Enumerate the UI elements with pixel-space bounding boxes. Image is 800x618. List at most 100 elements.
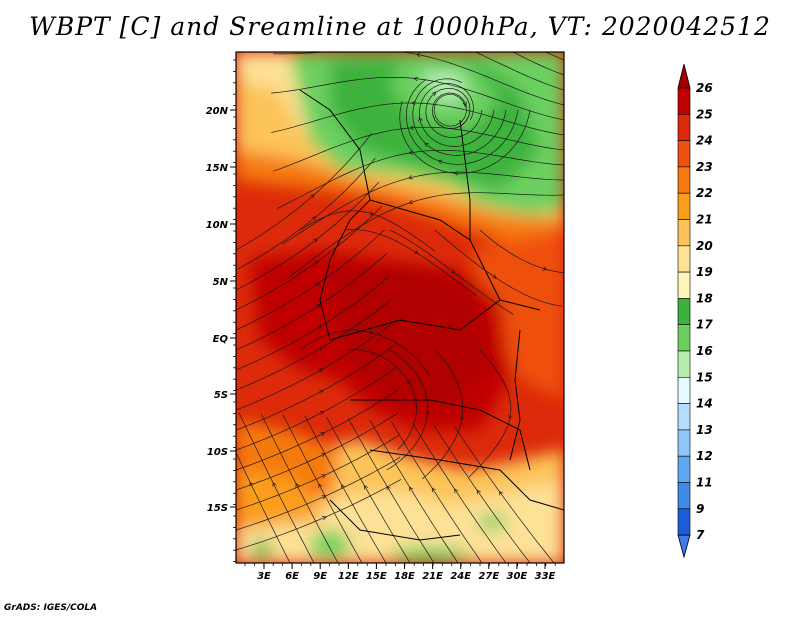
streamline-arrow [363, 484, 368, 490]
streamline [454, 427, 555, 563]
streamline-arrow [413, 76, 418, 81]
streamline-arrow [424, 142, 429, 147]
colorbar-swatch [677, 87, 691, 115]
streamline-arrow [318, 368, 324, 373]
streamline-arrow [317, 325, 322, 330]
lat-tick-label: 5S [214, 390, 228, 401]
lon-tick-label: 6E [285, 571, 299, 582]
streamline [236, 456, 401, 531]
streamline-arrow [459, 416, 465, 421]
streamline-arrow [369, 211, 375, 216]
streamline [344, 229, 477, 296]
colorbar-swatch [677, 455, 691, 483]
colorbar-swatch [677, 245, 691, 273]
colorbar-label: 21 [696, 213, 713, 227]
streamline [287, 192, 564, 279]
credit-label: GrADS: IGES/COLA [4, 603, 98, 613]
streamline-arrow [415, 52, 421, 58]
lat-tick-label: 5N [213, 277, 229, 288]
streamline [391, 421, 483, 563]
streamline [399, 101, 531, 174]
streamline [276, 149, 564, 209]
colorbar-label: 16 [696, 344, 713, 358]
colorbar-swatch [677, 192, 691, 220]
streamline-arrow [319, 389, 324, 394]
streamline-arrow [431, 487, 436, 493]
country-borders [299, 89, 564, 541]
streamline-arrow [431, 91, 437, 97]
streamline-arrow [462, 101, 467, 107]
streamline [271, 76, 564, 121]
lat-tick-label: 15N [206, 163, 229, 174]
streamline [389, 229, 514, 315]
colorbar-swatch [677, 429, 691, 457]
streamline-arrow [476, 489, 481, 495]
colorbar-label: 11 [696, 476, 713, 490]
streamline [412, 423, 507, 563]
lon-tick-label: 3E [257, 571, 271, 582]
streamline [405, 79, 519, 165]
colorbar-swatch [677, 271, 691, 299]
streamline [418, 83, 495, 147]
lon-tick-label: 30E [507, 571, 528, 582]
colorbar-swatch [677, 298, 691, 325]
colorbar-label: 9 [696, 502, 704, 516]
streamline-arrow [320, 432, 326, 437]
streamline-arrow [311, 216, 317, 221]
colorbar-swatch [677, 350, 691, 378]
colorbar-label: 12 [696, 449, 713, 463]
streamline [434, 229, 563, 307]
streamline-arrow [492, 274, 498, 279]
colorbar-swatch [677, 324, 691, 352]
streamlines [236, 7, 564, 563]
streamline [479, 229, 564, 274]
streamline-arrow [453, 170, 459, 176]
streamline-arrow [413, 249, 419, 254]
streamline [468, 349, 512, 478]
colorbar-label: 18 [696, 291, 713, 305]
streamline-arrow [272, 482, 277, 487]
streamline-arrow [317, 347, 323, 352]
colorbar-swatch [677, 376, 691, 404]
streamline-arrow [420, 30, 424, 34]
streamline [260, 413, 339, 563]
streamline-arrow [423, 7, 427, 11]
streamline-arrow [508, 414, 513, 420]
streamline-arrow [321, 516, 327, 521]
streamline [282, 414, 363, 563]
colorbar-label: 17 [696, 318, 713, 332]
colorbar: 26 25 24 23 22 21 20 19 18 17 16 15 14 13 12 11 9 7 [677, 63, 713, 559]
streamline [299, 210, 436, 252]
streamline-arrow [314, 260, 319, 265]
streamline-arrow [310, 194, 315, 199]
streamline-arrow [321, 495, 327, 500]
streamline [236, 451, 291, 563]
colorbar-label: 26 [696, 81, 713, 95]
streamline [271, 102, 564, 136]
streamline [236, 181, 380, 291]
streamline [545, 52, 564, 61]
lat-tick-label: 20N [206, 106, 229, 117]
streamline [304, 415, 387, 563]
streamline-arrow [542, 266, 548, 271]
lat-tick-label: EQ [213, 334, 229, 345]
streamline [236, 390, 398, 471]
streamline [344, 349, 417, 450]
streamline [273, 52, 564, 106]
colorbar-label: 7 [696, 528, 705, 542]
streamline [238, 412, 315, 563]
colorbar-swatch [677, 508, 691, 536]
streamline-arrow [425, 410, 430, 415]
lon-tick-label: 9E [313, 571, 327, 582]
streamline-arrow [341, 484, 346, 489]
lat-tick-label: 15S [207, 503, 228, 514]
colorbar-label: 24 [696, 134, 713, 148]
lon-tick-label: 15E [366, 571, 387, 582]
streamline [347, 418, 435, 563]
streamline [236, 133, 372, 251]
streamline [236, 253, 388, 351]
colorbar-swatch [677, 403, 691, 431]
colorbar-swatch [677, 219, 691, 247]
colorbar-swatch [677, 166, 691, 194]
streamline [236, 322, 393, 411]
